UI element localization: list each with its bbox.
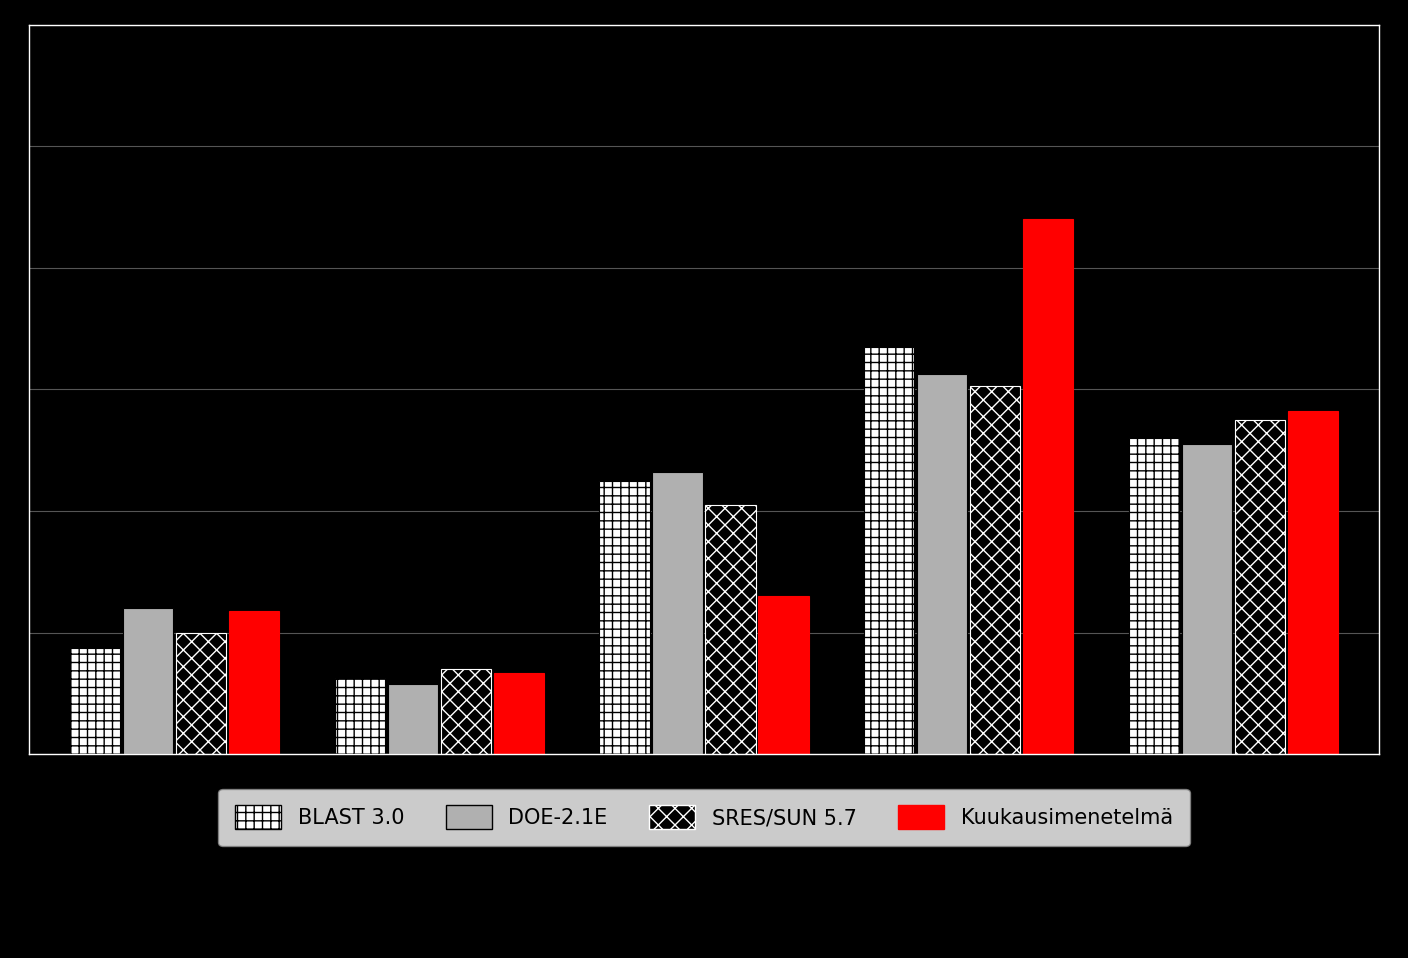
Bar bbox=[1129, 438, 1178, 754]
Bar bbox=[387, 684, 438, 754]
Bar bbox=[1235, 420, 1286, 754]
Bar bbox=[494, 673, 543, 754]
Bar bbox=[1024, 219, 1073, 754]
Bar bbox=[230, 611, 279, 754]
Bar bbox=[122, 608, 173, 754]
Bar bbox=[1181, 445, 1232, 754]
Legend: BLAST 3.0, DOE-2.1E, SRES/SUN 5.7, Kuukausimenetelmä: BLAST 3.0, DOE-2.1E, SRES/SUN 5.7, Kuuka… bbox=[218, 788, 1190, 846]
Bar bbox=[176, 632, 227, 754]
Bar bbox=[917, 375, 967, 754]
Bar bbox=[600, 481, 649, 754]
Bar bbox=[705, 505, 756, 754]
Bar bbox=[759, 596, 808, 754]
Bar bbox=[70, 648, 121, 754]
Bar bbox=[865, 347, 914, 754]
Bar bbox=[970, 386, 1021, 754]
Bar bbox=[1287, 411, 1338, 754]
Bar bbox=[652, 471, 703, 754]
Bar bbox=[335, 678, 384, 754]
Bar bbox=[441, 670, 491, 754]
